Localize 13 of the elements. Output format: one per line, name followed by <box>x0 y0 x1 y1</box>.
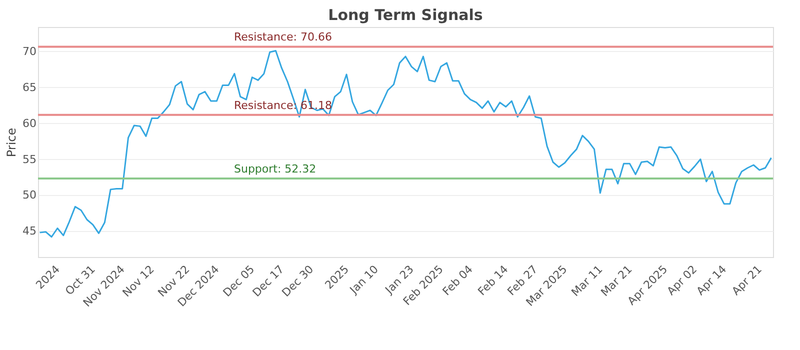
y-axis-title: Price <box>4 128 19 158</box>
y-tick-label: 45 <box>22 224 36 238</box>
y-tick-label: 70 <box>22 44 36 58</box>
line-series <box>39 50 772 238</box>
x-tick-label: Jan 10 <box>346 262 381 298</box>
y-tick-label: 50 <box>22 188 36 202</box>
ref-line-label: Resistance: 70.66 <box>234 30 332 44</box>
chart-title: Long Term Signals <box>328 6 483 24</box>
ref-line-label: Support: 52.32 <box>234 162 316 176</box>
y-tick-label: 55 <box>22 152 36 166</box>
y-tick-label: 60 <box>22 116 36 130</box>
y-tick-label: 65 <box>22 80 36 94</box>
x-tick-label: Apr 21 <box>729 262 764 298</box>
